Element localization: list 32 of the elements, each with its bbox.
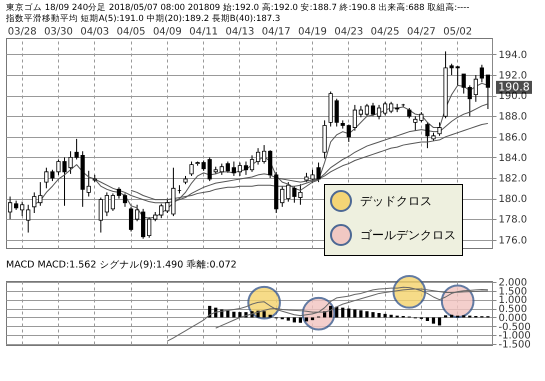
y-tick-label: -1.500 (498, 340, 531, 351)
y-tick-label: 184.0 (498, 152, 528, 164)
y-tick-label: 182.0 (498, 174, 528, 184)
x-tick-label: 04/13 (226, 26, 254, 38)
x-tick-label: 03/30 (44, 26, 73, 38)
x-tick-label: 04/19 (298, 26, 327, 38)
y-tick-label: 192.0 (498, 70, 528, 82)
text: 190.8 (498, 80, 530, 94)
x-tick-label: 04/09 (152, 26, 182, 38)
y-tick-label: 188.0 (498, 112, 528, 123)
chart-title: MACD MACD:1.562 シグナル(9):1.490 乖離:0.072 (6, 258, 237, 271)
x-tick-label: 04/17 (262, 26, 291, 38)
y-tick-label: 194.0 (498, 50, 528, 61)
legend-label: ゴールデンクロス (360, 228, 456, 242)
y-tick-label: 190.0 (498, 91, 528, 102)
chart-subtitle: 指数平滑移動平均 短期A(5):191.0 中期(20):189.2 長期B(40):187.3 (6, 14, 282, 25)
x-tick-label: 04/25 (370, 26, 400, 38)
y-tick-label: 0.000 (498, 312, 528, 324)
chart-title: 東京ゴム 18/09 240分足 2018/05/07 08:00 201809 始:192.0 高:192.0 安:188.7 終:190.8 出来高:688 取組高:---- (6, 3, 470, 14)
y-tick-label: 180.0 (498, 194, 528, 206)
x-tick-label: 04/23 (334, 26, 364, 38)
y-tick-label: 2.000 (498, 277, 528, 288)
y-tick-label: 176.0 (498, 235, 528, 246)
x-tick-label: 04/11 (189, 26, 218, 38)
legend-label: デッドクロス (360, 194, 432, 208)
y-tick-label: 178.0 (498, 214, 528, 226)
x-tick-label: 04/27 (406, 26, 436, 38)
x-tick-label: 03/28 (8, 26, 37, 38)
x-tick-label: 05/02 (443, 26, 472, 38)
x-tick-label: 04/05 (116, 26, 146, 38)
x-tick-label: 04/03 (80, 26, 110, 38)
y-tick-label: 186.0 (498, 132, 528, 144)
